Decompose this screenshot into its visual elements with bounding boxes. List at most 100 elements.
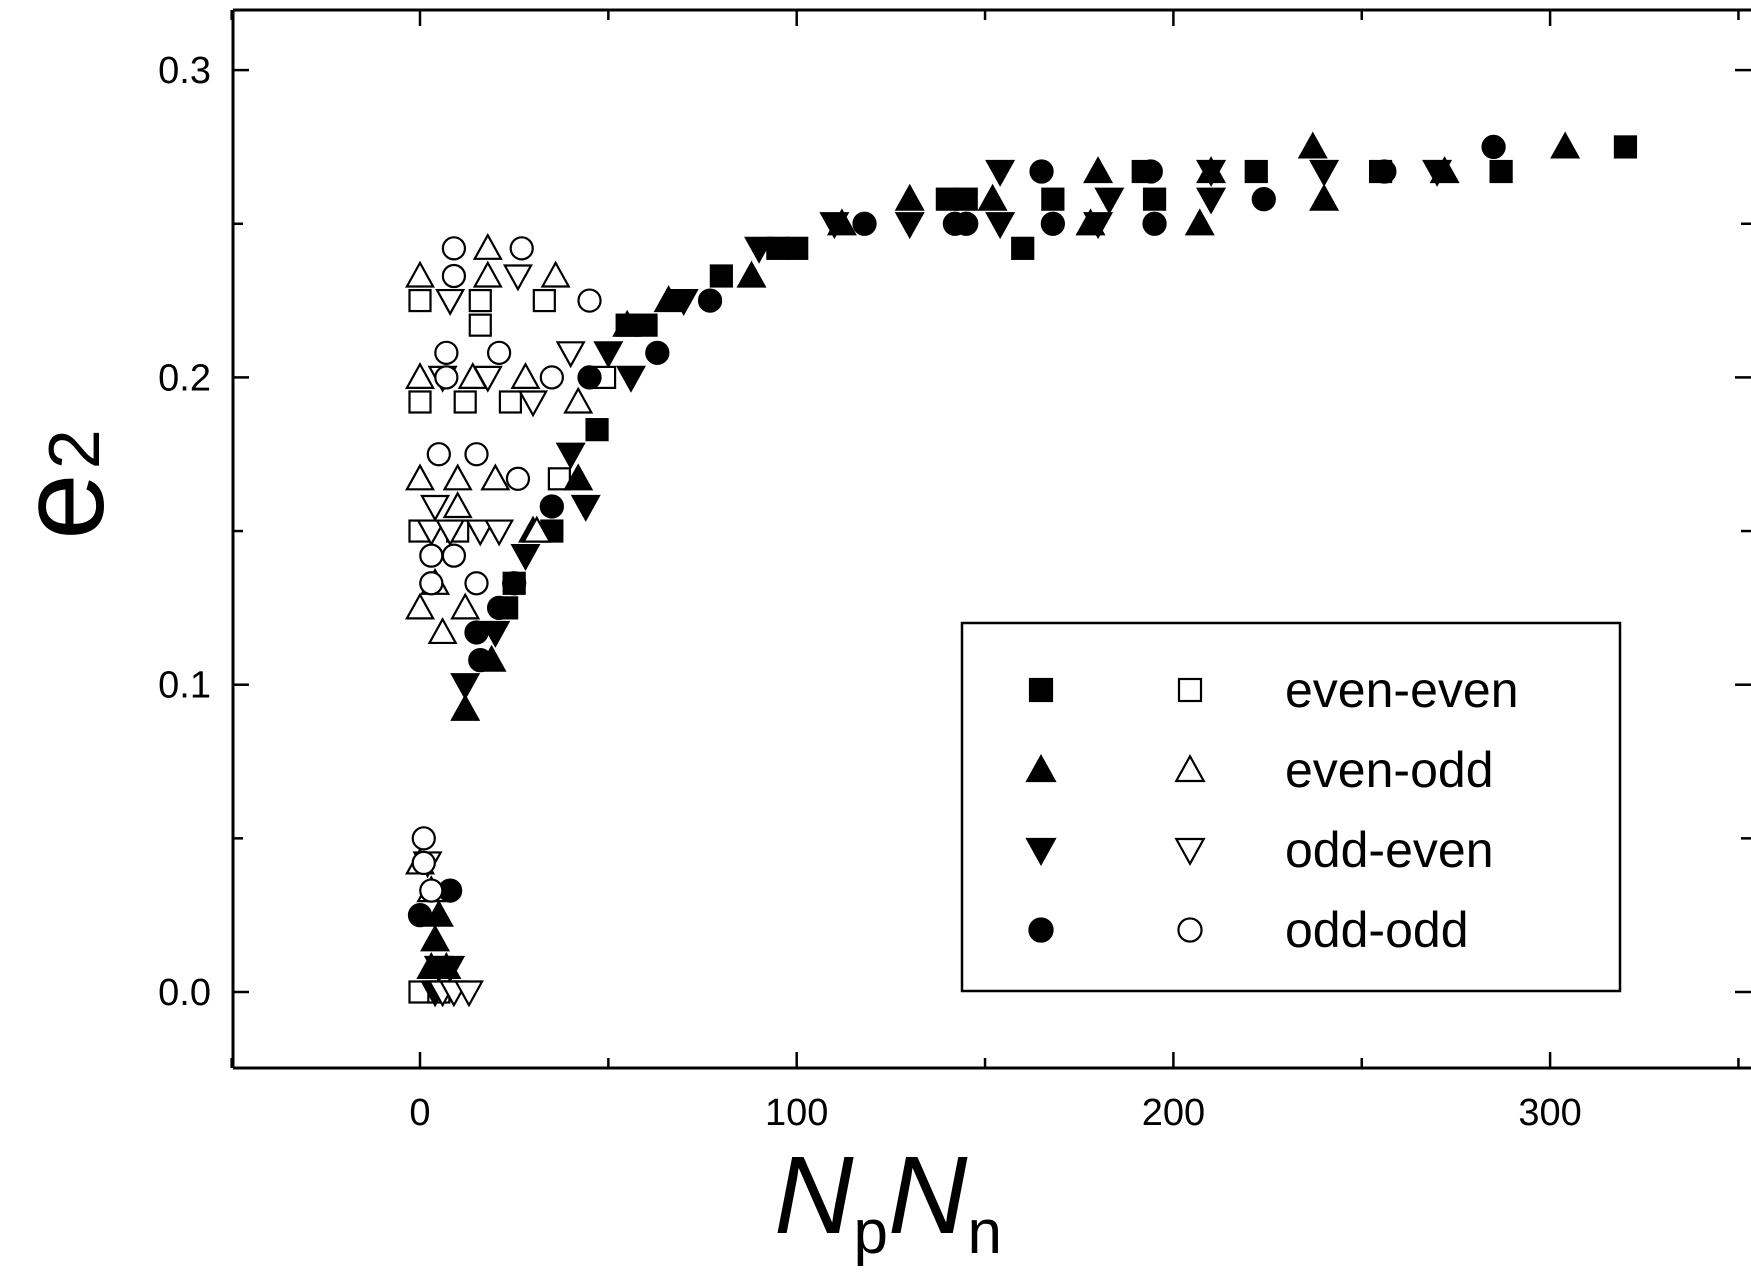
data-points bbox=[405, 131, 1638, 1008]
data-point-odd-odd-open bbox=[441, 543, 467, 568]
data-point-odd-odd-open bbox=[434, 365, 459, 390]
data-point-odd-odd-filled bbox=[1142, 211, 1167, 236]
data-point-odd-even-filled bbox=[450, 673, 481, 701]
data-point-odd-even-filled bbox=[744, 236, 775, 264]
data-point-even-odd-open bbox=[442, 463, 473, 491]
data-point-even-odd-filled bbox=[563, 463, 594, 491]
data-point-odd-odd-filled bbox=[486, 595, 512, 620]
data-point-odd-even-filled bbox=[615, 365, 646, 393]
data-point-odd-odd-open bbox=[434, 340, 459, 365]
data-point-even-even-filled bbox=[1011, 236, 1035, 260]
data-point-odd-odd-filled bbox=[468, 647, 493, 673]
data-point-odd-even-filled bbox=[1422, 159, 1453, 187]
data-point-even-even-open bbox=[468, 313, 492, 337]
data-point-even-odd-filled bbox=[977, 183, 1008, 211]
data-point-even-even-filled bbox=[709, 264, 733, 288]
data-point-even-even-filled bbox=[785, 236, 809, 260]
data-point-even-odd-open bbox=[472, 260, 503, 288]
data-point-odd-odd-filled bbox=[464, 620, 489, 645]
data-point-odd-odd-open bbox=[539, 365, 564, 390]
data-point-even-even-filled bbox=[1613, 135, 1638, 159]
y-tick-label: 0.1 bbox=[158, 665, 211, 707]
legend: even-even even-odd odd-even odd-odd bbox=[960, 621, 1622, 993]
data-point-even-even-filled bbox=[1244, 159, 1268, 184]
data-point-odd-even-open bbox=[465, 519, 496, 547]
data-point-even-odd-filled bbox=[736, 260, 767, 288]
data-point-odd-odd-filled bbox=[1138, 159, 1163, 184]
data-point-odd-even-filled bbox=[894, 212, 925, 240]
data-point-odd-even-filled bbox=[510, 544, 541, 572]
legend-marker-odd-even-filled bbox=[1025, 837, 1057, 867]
data-point-odd-odd-open bbox=[411, 826, 436, 851]
data-point-odd-odd-open bbox=[419, 571, 444, 596]
data-point-even-even-open bbox=[498, 390, 523, 414]
y-tick-label: 0.3 bbox=[158, 50, 211, 92]
data-point-even-even-open bbox=[468, 288, 492, 313]
data-point-odd-even-filled bbox=[668, 288, 699, 316]
data-point-odd-even-filled bbox=[1083, 212, 1114, 240]
legend-marker-odd-even-open bbox=[1174, 837, 1206, 867]
data-point-odd-even-filled bbox=[1309, 159, 1340, 187]
data-point-even-even-filled bbox=[954, 187, 978, 211]
data-point-even-odd-open bbox=[442, 491, 473, 519]
legend-marker-odd-odd-filled bbox=[1028, 917, 1054, 943]
data-point-odd-even-filled bbox=[570, 494, 601, 522]
data-point-odd-odd-open bbox=[577, 288, 602, 313]
y-axis-ticks: 0.0 0.1 0.2 0.3 bbox=[158, 50, 1751, 1014]
x-tick-label: 300 bbox=[1518, 1092, 1581, 1134]
data-point-odd-odd-filled bbox=[697, 288, 723, 313]
plot-frame bbox=[231, 8, 1751, 1070]
legend-marker-odd-odd-open bbox=[1177, 917, 1203, 943]
data-point-odd-odd-open bbox=[411, 850, 436, 876]
data-point-even-odd-open bbox=[405, 592, 435, 620]
data-point-odd-odd-filled bbox=[539, 494, 564, 519]
data-point-odd-odd-open bbox=[509, 236, 534, 261]
data-point-odd-even-open bbox=[435, 288, 466, 316]
y-tick-label: 0.2 bbox=[158, 357, 211, 399]
data-point-odd-odd-filled bbox=[577, 365, 602, 390]
legend-box bbox=[960, 621, 1622, 993]
legend-label-even-even: even-even bbox=[1285, 662, 1519, 718]
data-point-odd-even-open bbox=[484, 519, 515, 547]
legend-marker-even-even-filled bbox=[1028, 677, 1054, 703]
data-point-odd-odd-open bbox=[419, 543, 444, 568]
data-point-even-odd-open bbox=[472, 232, 503, 260]
data-point-odd-odd-filled bbox=[645, 340, 670, 365]
data-point-even-odd-open bbox=[405, 463, 435, 491]
data-point-even-even-open bbox=[532, 288, 556, 313]
data-point-even-odd-filled bbox=[1083, 156, 1114, 184]
data-point-odd-odd-open bbox=[486, 340, 512, 365]
data-point-odd-odd-filled bbox=[502, 571, 527, 596]
data-point-odd-even-open bbox=[420, 494, 451, 522]
data-point-odd-odd-filled bbox=[1251, 187, 1276, 212]
data-point-even-even-filled bbox=[1041, 187, 1065, 211]
data-point-odd-odd-filled bbox=[1040, 211, 1065, 236]
legend-marker-even-odd-filled bbox=[1025, 753, 1057, 783]
legend-marker-even-odd-open bbox=[1174, 753, 1206, 783]
legend-label-odd-even: odd-even bbox=[1285, 822, 1494, 878]
data-point-odd-odd-filled bbox=[852, 211, 877, 236]
y-tick-label: 0.0 bbox=[158, 972, 211, 1014]
data-point-even-even-open bbox=[408, 390, 432, 414]
data-point-odd-even-open bbox=[502, 264, 533, 292]
data-point-odd-even-open bbox=[416, 519, 447, 547]
data-point-odd-even-filled bbox=[1196, 187, 1227, 215]
data-point-even-odd-open bbox=[521, 515, 552, 543]
data-point-odd-odd-open bbox=[505, 466, 531, 491]
data-point-odd-even-filled bbox=[985, 212, 1016, 240]
data-point-odd-even-filled bbox=[819, 212, 850, 240]
data-point-odd-even-filled bbox=[435, 955, 466, 983]
x-axis-title: NpNn bbox=[774, 1134, 1002, 1267]
data-point-odd-odd-open bbox=[441, 236, 467, 261]
data-point-even-odd-filled bbox=[894, 183, 925, 211]
data-point-odd-even-filled bbox=[1094, 187, 1125, 215]
data-point-even-odd-filled bbox=[1184, 208, 1215, 236]
legend-label-odd-odd: odd-odd bbox=[1285, 902, 1469, 958]
x-axis-ticks: 0 100 200 300 bbox=[230, 10, 1740, 1134]
data-point-odd-even-open bbox=[555, 341, 586, 369]
data-point-even-odd-open bbox=[427, 617, 458, 645]
data-point-odd-even-filled bbox=[985, 159, 1016, 187]
data-point-odd-odd-open bbox=[419, 878, 444, 903]
